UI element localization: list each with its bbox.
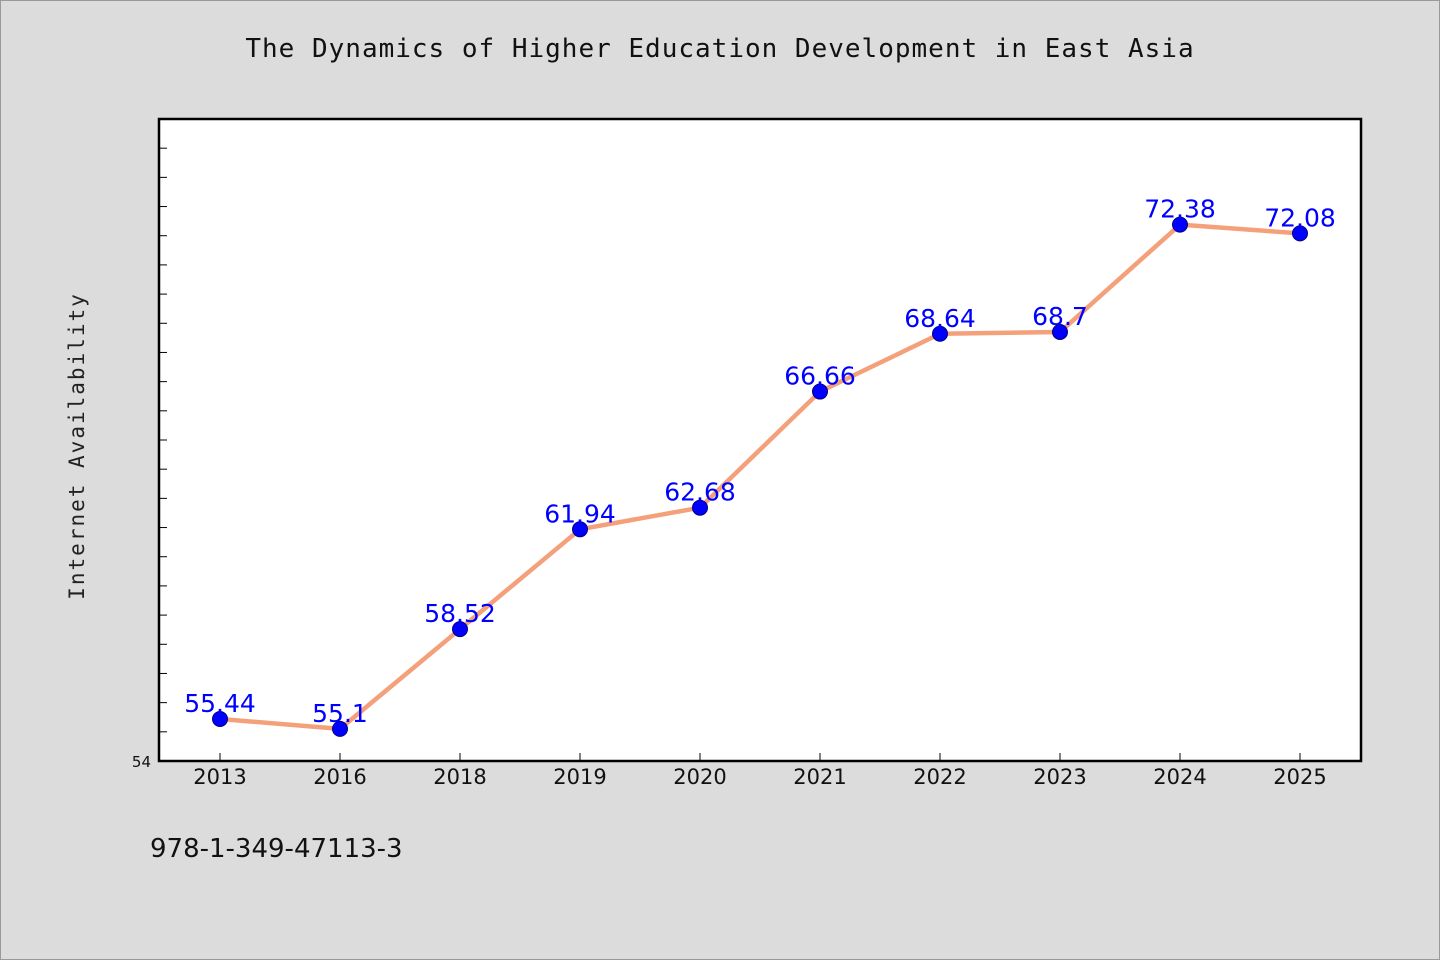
data-label: 72.38 bbox=[1144, 195, 1216, 224]
data-label: 72.08 bbox=[1264, 203, 1336, 232]
x-tick-label: 2021 bbox=[793, 765, 846, 789]
data-label: 61.94 bbox=[544, 499, 616, 528]
y-axis-ticks: 54 bbox=[132, 147, 167, 771]
x-tick-label: 2020 bbox=[673, 765, 726, 789]
x-tick-label: 2025 bbox=[1273, 765, 1326, 789]
data-point-marker bbox=[332, 720, 348, 737]
data-labels: 55.44 55.1 58.52 61.94 62.68 66.66 68.64 68.7 72… bbox=[184, 195, 1336, 728]
data-label: 62.68 bbox=[664, 478, 736, 507]
x-tick-label: 2019 bbox=[553, 765, 606, 789]
data-label: 68.64 bbox=[904, 304, 976, 333]
data-point-marker bbox=[812, 383, 828, 400]
series-line-group bbox=[217, 222, 1303, 732]
data-label: 68.7 bbox=[1032, 302, 1088, 331]
x-tick-label: 2018 bbox=[433, 765, 486, 789]
y-tick-label: 54 bbox=[132, 753, 151, 771]
data-label: 55.1 bbox=[312, 699, 368, 728]
data-label: 55.44 bbox=[184, 689, 256, 718]
data-point-marker bbox=[692, 499, 708, 516]
plot-area bbox=[157, 117, 1363, 763]
x-tick-label: 2024 bbox=[1153, 765, 1206, 789]
data-point-marker bbox=[1172, 216, 1188, 233]
data-point-marker bbox=[932, 325, 948, 342]
x-axis-ticks: 2013 2016 2018 2019 2020 2021 2022 2023 2024 2025 bbox=[193, 753, 1327, 789]
data-point-marker bbox=[212, 710, 228, 727]
series-line bbox=[217, 222, 1303, 732]
isbn-code: 978-1-349-47113-3 bbox=[150, 834, 403, 864]
x-tick-label: 2023 bbox=[1033, 765, 1086, 789]
data-point-marker bbox=[452, 621, 468, 638]
data-label: 58.52 bbox=[424, 599, 496, 628]
x-tick-label: 2016 bbox=[313, 765, 366, 789]
data-point-marker bbox=[572, 521, 588, 538]
series-markers bbox=[212, 216, 1308, 737]
x-tick-label: 2022 bbox=[913, 765, 966, 789]
chart-title: The Dynamics of Higher Education Develop… bbox=[245, 34, 1195, 64]
data-point-marker bbox=[1292, 225, 1308, 242]
data-point-marker bbox=[1052, 324, 1068, 341]
data-label: 66.66 bbox=[784, 362, 856, 391]
x-tick-label: 2013 bbox=[193, 765, 246, 789]
